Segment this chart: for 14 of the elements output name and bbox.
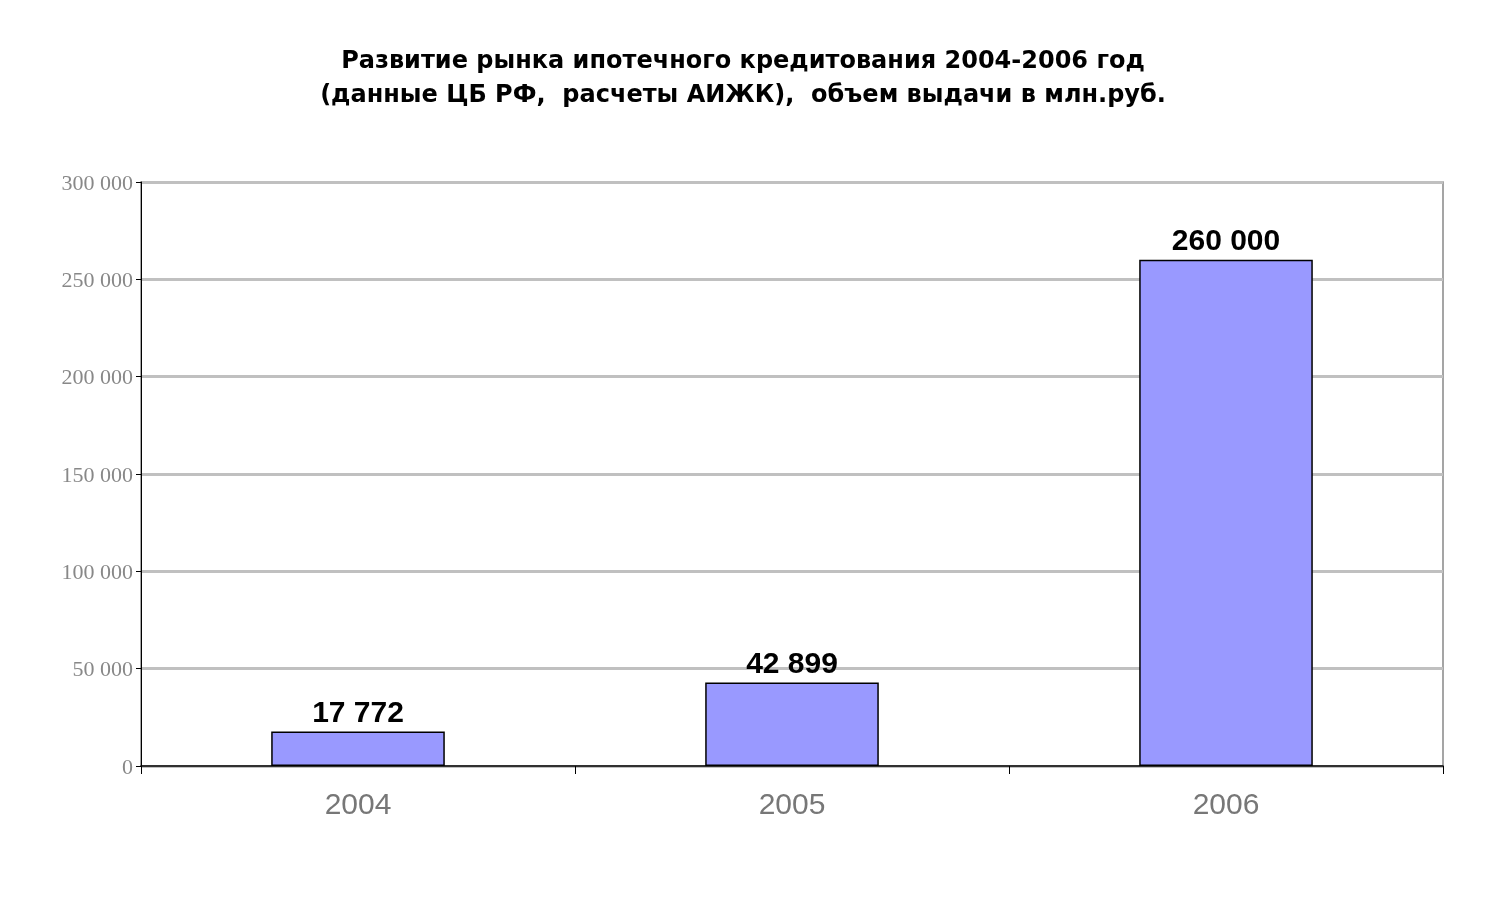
y-tick-label: 250 000 — [61, 266, 133, 292]
y-tick-label: 0 — [122, 753, 133, 779]
chart-title: Развитие рынка ипотечного кредитования 2004-2006 год (данные ЦБ РФ, расчеты АИЖК), объем выдачи в млн.руб. — [320, 46, 1166, 108]
y-tick-label: 150 000 — [61, 461, 133, 487]
y-tick-label: 100 000 — [61, 558, 133, 584]
x-tick-label: 2005 — [758, 786, 826, 820]
y-tick-label: 200 000 — [61, 364, 133, 390]
x-tick-label: 2006 — [1192, 786, 1260, 820]
y-tick-label: 300 000 — [61, 169, 133, 195]
data-label: 42 899 — [746, 645, 838, 679]
y-tick-label: 50 000 — [72, 656, 133, 682]
data-label: 17 772 — [312, 694, 404, 728]
data-label: 260 000 — [1171, 223, 1281, 257]
x-tick-label: 2004 — [324, 786, 392, 820]
